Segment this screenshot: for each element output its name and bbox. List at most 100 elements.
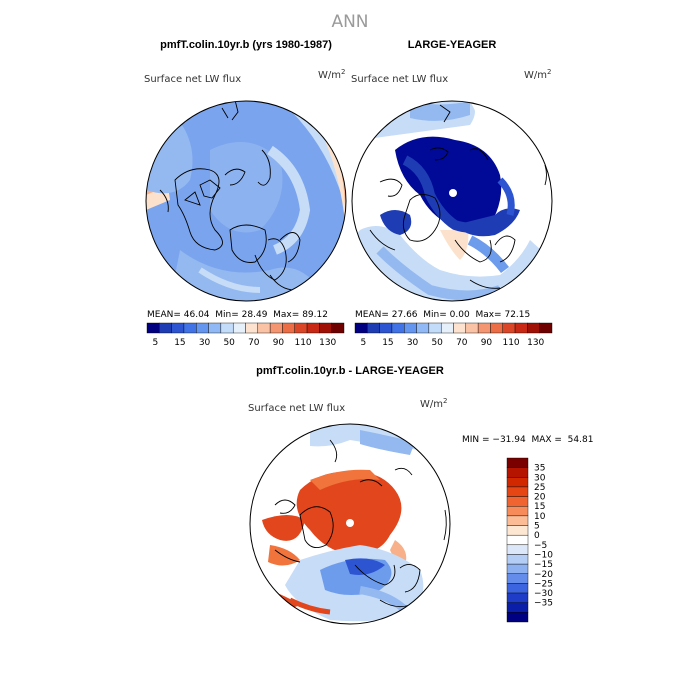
panel-b-colorbar-tick-label: 5 bbox=[360, 338, 366, 348]
difference-colorbar-tick-label: 25 bbox=[534, 483, 545, 493]
panel-a-colorbar-swatch bbox=[208, 322, 222, 334]
panel-a-colorbar-tick-label: 130 bbox=[319, 338, 336, 348]
panel-b-colorbar-swatch bbox=[453, 322, 467, 334]
panel-a-colorbar-swatch bbox=[232, 322, 246, 334]
panel-a-colorbar-tick-label: 110 bbox=[294, 338, 311, 348]
difference-colorbar-swatch bbox=[506, 592, 529, 603]
panel-b-colorbar-swatch bbox=[367, 322, 380, 334]
panel-b-title: LARGE-YEAGER bbox=[408, 39, 497, 51]
panel-a-polar-map bbox=[145, 100, 347, 302]
panel-a-colorbar-swatch bbox=[282, 322, 295, 334]
panel-a-colorbar-swatch bbox=[294, 322, 308, 334]
difference-colorbar-swatch bbox=[506, 612, 529, 623]
panel-a-colorbar-swatch bbox=[319, 322, 332, 334]
difference-colorbar-swatch bbox=[506, 506, 529, 517]
difference-colorbar-swatch bbox=[506, 602, 529, 613]
panel-b-colorbar-swatch bbox=[514, 322, 528, 334]
panel-a-colorbar-swatch bbox=[146, 322, 160, 334]
panel-b-field-label: Surface net LW flux bbox=[351, 74, 448, 85]
panel-a-stats: MEAN= 46.04 Min= 28.49 Max= 89.12 bbox=[147, 310, 328, 320]
panel-b-colorbar-swatch bbox=[428, 322, 442, 334]
panel-a-colorbar-tick-label: 70 bbox=[248, 338, 260, 348]
difference-range: MIN = −31.94 MAX = 54.81 bbox=[462, 435, 593, 445]
difference-colorbar-tick-label: −5 bbox=[534, 541, 547, 551]
panel-a-field-label: Surface net LW flux bbox=[144, 74, 241, 85]
difference-colorbar-tick-label: −25 bbox=[534, 579, 553, 589]
panel-b-colorbar-tick-label: 50 bbox=[431, 338, 443, 348]
difference-colorbar-swatch bbox=[506, 573, 529, 584]
panel-a-colorbar-swatch bbox=[183, 322, 197, 334]
difference-colorbar-swatch bbox=[506, 534, 529, 546]
panel-b-colorbar-tick-label: 70 bbox=[456, 338, 468, 348]
panel-b-colorbar-swatch bbox=[391, 322, 405, 334]
difference-polar-map bbox=[249, 423, 451, 625]
panel-a-colorbar-swatch bbox=[245, 322, 259, 334]
panel-a-colorbar-swatch bbox=[171, 322, 185, 334]
panel-a-colorbar-tick-label: 5 bbox=[152, 338, 158, 348]
panel-b-colorbar-tick-label: 110 bbox=[502, 338, 519, 348]
difference-colorbar-tick-label: 5 bbox=[534, 522, 540, 532]
panel-a-colorbar-swatch bbox=[269, 322, 283, 334]
panel-b-colorbar-swatch bbox=[404, 322, 417, 334]
difference-units: W/m2 bbox=[420, 397, 447, 410]
difference-field-label: Surface net LW flux bbox=[248, 403, 345, 414]
panel-b-colorbar-swatch bbox=[440, 322, 454, 334]
difference-colorbar-tick-label: 30 bbox=[534, 473, 546, 483]
difference-colorbar-tick-label: 35 bbox=[534, 464, 545, 474]
panel-a-colorbar-swatch bbox=[220, 322, 234, 334]
panel-a-colorbar-swatch bbox=[306, 322, 320, 334]
main-title: ANN bbox=[331, 12, 368, 32]
panel-a-colorbar-swatch bbox=[331, 322, 345, 334]
panel-a-units: W/m2 bbox=[318, 68, 345, 81]
difference-colorbar-tick-label: 10 bbox=[534, 512, 546, 522]
difference-colorbar-swatch bbox=[506, 477, 529, 488]
panel-b-colorbar-swatch bbox=[502, 322, 516, 334]
difference-colorbar-tick-label: 0 bbox=[534, 531, 540, 541]
panel-b-colorbar-swatch bbox=[477, 322, 491, 334]
panel-a-colorbar-swatch bbox=[159, 322, 172, 334]
panel-b-colorbar: 5 15 30 50 70 90 110 130 bbox=[354, 322, 553, 348]
difference-colorbar-swatch bbox=[506, 467, 529, 478]
difference-colorbar-swatch bbox=[506, 544, 529, 555]
panel-b-colorbar-swatch bbox=[465, 322, 479, 334]
panel-a-title: pmfT.colin.10yr.b (yrs 1980-1987) bbox=[160, 39, 332, 51]
panel-b-colorbar-tick-label: 15 bbox=[382, 338, 393, 348]
panel-a-colorbar: 5 15 30 50 70 90 110 130 bbox=[146, 322, 345, 348]
panel-b-colorbar-swatch bbox=[527, 322, 540, 334]
difference-colorbar-swatch bbox=[506, 554, 529, 565]
difference-colorbar-swatch bbox=[506, 563, 529, 574]
difference-colorbar-tick-label: −30 bbox=[534, 589, 553, 599]
panel-b-units: W/m2 bbox=[524, 68, 551, 81]
difference-colorbar-tick-label: −15 bbox=[534, 560, 553, 570]
panel-a-colorbar-tick-label: 30 bbox=[199, 338, 211, 348]
panel-b-colorbar-tick-label: 130 bbox=[527, 338, 544, 348]
panel-b-colorbar-swatch bbox=[490, 322, 503, 334]
panel-b-colorbar-swatch bbox=[416, 322, 430, 334]
difference-colorbar-swatch bbox=[506, 457, 529, 468]
panel-b-stats: MEAN= 27.66 Min= 0.00 Max= 72.15 bbox=[355, 310, 530, 320]
panel-a-colorbar-tick-label: 50 bbox=[223, 338, 235, 348]
panel-a-colorbar-swatch bbox=[196, 322, 209, 334]
difference-colorbar-swatch bbox=[506, 515, 529, 526]
panel-b-colorbar-tick-label: 90 bbox=[481, 338, 493, 348]
difference-colorbar-tick-label: −10 bbox=[534, 550, 553, 560]
panel-b-polar-map bbox=[351, 100, 553, 302]
panel-a-colorbar-swatch bbox=[257, 322, 271, 334]
panel-b-colorbar-tick-label: 30 bbox=[407, 338, 419, 348]
difference-colorbar-swatch bbox=[506, 496, 529, 507]
difference-title: pmfT.colin.10yr.b - LARGE-YEAGER bbox=[256, 365, 444, 377]
panel-b-colorbar-swatch bbox=[539, 322, 553, 334]
difference-pole-marker bbox=[346, 519, 354, 527]
difference-colorbar-swatch bbox=[506, 486, 529, 497]
panel-a-colorbar-tick-label: 15 bbox=[174, 338, 185, 348]
difference-colorbar-tick-label: 20 bbox=[534, 493, 546, 503]
panel-b-colorbar-swatch bbox=[354, 322, 368, 334]
difference-colorbar-tick-label: 15 bbox=[534, 502, 545, 512]
difference-colorbar-tick-label: −20 bbox=[534, 570, 553, 580]
difference-colorbar-swatch bbox=[506, 583, 529, 594]
panel-a-colorbar-tick-label: 90 bbox=[273, 338, 285, 348]
panel-b-colorbar-swatch bbox=[379, 322, 393, 334]
difference-colorbar-swatch bbox=[506, 525, 529, 536]
